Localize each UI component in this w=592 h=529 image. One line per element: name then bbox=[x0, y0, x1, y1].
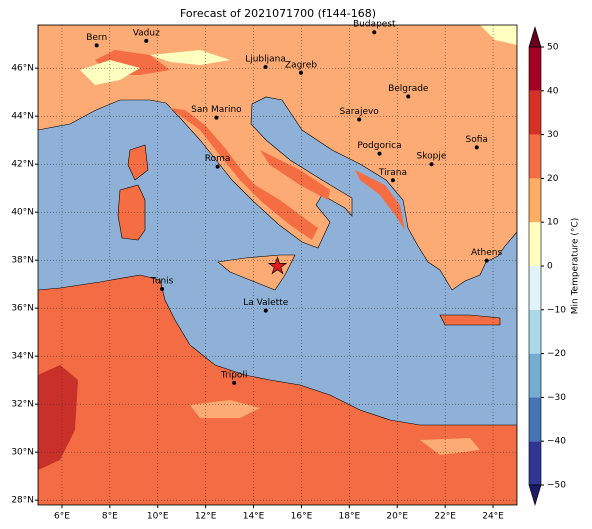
warm-zone bbox=[95, 50, 405, 240]
colorbar: −50 −40 −30 −20 −10 0 10 20 30 40 50 Min Temperatur… bbox=[528, 25, 581, 507]
x-tick-label: 18°E bbox=[339, 512, 361, 522]
x-tick-label: 8°E bbox=[102, 512, 118, 522]
colorbar-segment bbox=[529, 266, 541, 310]
city-label: Sarajevo bbox=[340, 107, 380, 117]
city-label: Belgrade bbox=[388, 84, 429, 94]
city-marker bbox=[406, 94, 411, 99]
city-marker bbox=[377, 151, 382, 156]
city-label: Podgorica bbox=[357, 141, 401, 151]
city-marker bbox=[484, 258, 489, 263]
colorbar-tick-label: −50 bbox=[547, 481, 566, 491]
x-tick-label: 16°E bbox=[291, 512, 313, 522]
colorbar-segment bbox=[529, 90, 541, 135]
colorbar-segment bbox=[529, 353, 541, 398]
y-tick-label: 36°N bbox=[11, 304, 34, 314]
colorbar-tick-label: 30 bbox=[547, 130, 559, 140]
colorbar-label: Min Temperature (°C) bbox=[571, 218, 581, 315]
city-marker bbox=[298, 70, 303, 75]
city-marker bbox=[263, 308, 268, 313]
colorbar-tick-label: 20 bbox=[547, 174, 559, 184]
x-tick-label: 12°E bbox=[195, 512, 217, 522]
colorbar-segment bbox=[529, 134, 541, 179]
city-marker bbox=[372, 30, 377, 35]
y-tick-label: 30°N bbox=[11, 448, 34, 458]
city-label: Vaduz bbox=[133, 28, 160, 38]
colorbar-segment bbox=[529, 309, 541, 354]
colorbar-tick-label: −40 bbox=[547, 437, 566, 447]
colorbar-tick-label: 0 bbox=[547, 262, 553, 272]
city-label: Roma bbox=[205, 154, 231, 164]
colorbar-tick-label: 10 bbox=[547, 218, 559, 228]
city-marker bbox=[390, 178, 395, 183]
y-tick-label: 34°N bbox=[11, 352, 34, 362]
cool-zone bbox=[80, 25, 517, 85]
city-label: Sofia bbox=[466, 135, 488, 145]
y-tick-label: 46°N bbox=[11, 64, 34, 74]
colorbar-tick-label: 40 bbox=[547, 86, 559, 96]
grid-layer bbox=[38, 25, 517, 505]
city-marker bbox=[263, 65, 268, 69]
city-label: Tripoli bbox=[220, 370, 248, 380]
city-label: San Marino bbox=[191, 105, 242, 115]
colorbar-segment bbox=[529, 441, 541, 485]
colorbar-tick-label: −10 bbox=[547, 305, 566, 315]
colorbar-segment bbox=[529, 47, 541, 91]
colorbar-segment bbox=[529, 178, 541, 223]
colorbar-tick-label: −30 bbox=[547, 393, 566, 403]
city-marker bbox=[214, 115, 219, 120]
colorbar-tick-label: 50 bbox=[547, 43, 559, 53]
colorbar-segment bbox=[529, 397, 541, 442]
y-tick-label: 40°N bbox=[11, 208, 34, 218]
city-marker bbox=[94, 43, 99, 48]
y-tick-label: 42°N bbox=[11, 160, 34, 170]
x-tick-label: 14°E bbox=[243, 512, 265, 522]
city-marker bbox=[429, 162, 434, 167]
city-marker bbox=[232, 380, 237, 385]
x-tick-label: 20°E bbox=[386, 512, 408, 522]
city-label: La Valette bbox=[243, 298, 288, 308]
event-star bbox=[267, 256, 288, 275]
city-label: Bern bbox=[86, 33, 107, 43]
land-africa bbox=[38, 274, 517, 505]
hot-zone bbox=[38, 365, 78, 470]
city-label: Tunis bbox=[150, 277, 174, 287]
y-tick-label: 38°N bbox=[11, 256, 34, 266]
city-marker bbox=[144, 38, 149, 43]
y-tick-label: 44°N bbox=[11, 112, 34, 122]
x-tick-label: 10°E bbox=[147, 512, 169, 522]
city-marker bbox=[474, 145, 479, 150]
land-crete bbox=[439, 314, 501, 326]
land-sardinia bbox=[117, 184, 146, 241]
city-label: Zagreb bbox=[285, 60, 317, 70]
y-tick-label: 32°N bbox=[11, 400, 34, 410]
city-marker bbox=[357, 117, 362, 122]
mild-zone bbox=[190, 400, 480, 455]
colorbar-extend-top bbox=[528, 25, 542, 48]
city-label: Tirana bbox=[378, 168, 407, 178]
colorbar-extend-bottom bbox=[528, 484, 542, 507]
x-tick-label: 22°E bbox=[434, 512, 456, 522]
city-label: Ljubljana bbox=[245, 55, 286, 65]
city-label: Skopje bbox=[417, 152, 447, 162]
city-label: Athens bbox=[471, 248, 502, 258]
x-tick-label: 24°E bbox=[482, 512, 504, 522]
land-corsica bbox=[127, 144, 149, 181]
city-marker bbox=[215, 164, 220, 169]
city-marker bbox=[160, 287, 165, 291]
plot-frame bbox=[37, 24, 518, 506]
city-label: Budapest bbox=[353, 20, 396, 30]
colorbar-tick-label: −20 bbox=[547, 349, 566, 359]
chart-title: Forecast of 2021071700 (f144-168) bbox=[180, 7, 376, 20]
x-tick-label: 6°E bbox=[54, 512, 70, 522]
colorbar-segment bbox=[529, 222, 541, 266]
y-tick-label: 28°N bbox=[11, 496, 34, 506]
